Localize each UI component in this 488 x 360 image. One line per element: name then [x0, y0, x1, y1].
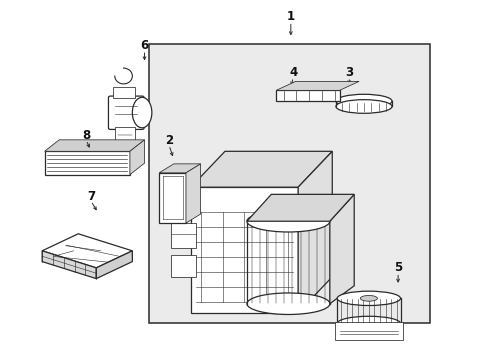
Polygon shape [298, 151, 331, 313]
Text: 3: 3 [345, 66, 353, 79]
Bar [334, 321, 402, 339]
Bar [190, 187, 298, 313]
Polygon shape [246, 194, 353, 221]
FancyBboxPatch shape [108, 96, 144, 130]
Polygon shape [42, 251, 96, 279]
Polygon shape [276, 90, 339, 101]
Polygon shape [159, 164, 200, 173]
Text: 6: 6 [140, 39, 148, 52]
Bar [115, 127, 135, 140]
Ellipse shape [360, 296, 377, 301]
Bar [44, 151, 130, 175]
Bar [113, 87, 135, 98]
Polygon shape [44, 140, 144, 151]
Text: 5: 5 [393, 261, 402, 274]
Bar [159, 173, 185, 223]
Ellipse shape [132, 97, 152, 128]
Ellipse shape [246, 211, 329, 232]
Bar [171, 255, 195, 277]
Ellipse shape [336, 316, 400, 330]
Text: 7: 7 [87, 190, 95, 203]
Ellipse shape [335, 94, 391, 108]
Text: 2: 2 [164, 134, 173, 147]
Ellipse shape [246, 293, 329, 315]
Text: 8: 8 [81, 129, 90, 142]
Bar [171, 223, 195, 248]
Ellipse shape [335, 100, 391, 113]
Polygon shape [276, 81, 358, 90]
Bar [149, 44, 429, 323]
Polygon shape [130, 140, 144, 175]
Polygon shape [329, 194, 353, 304]
Polygon shape [185, 164, 200, 223]
Polygon shape [42, 234, 132, 268]
Text: 4: 4 [288, 66, 297, 79]
Polygon shape [96, 251, 132, 279]
Ellipse shape [336, 291, 400, 306]
Text: 1: 1 [286, 10, 294, 23]
Polygon shape [190, 151, 331, 187]
